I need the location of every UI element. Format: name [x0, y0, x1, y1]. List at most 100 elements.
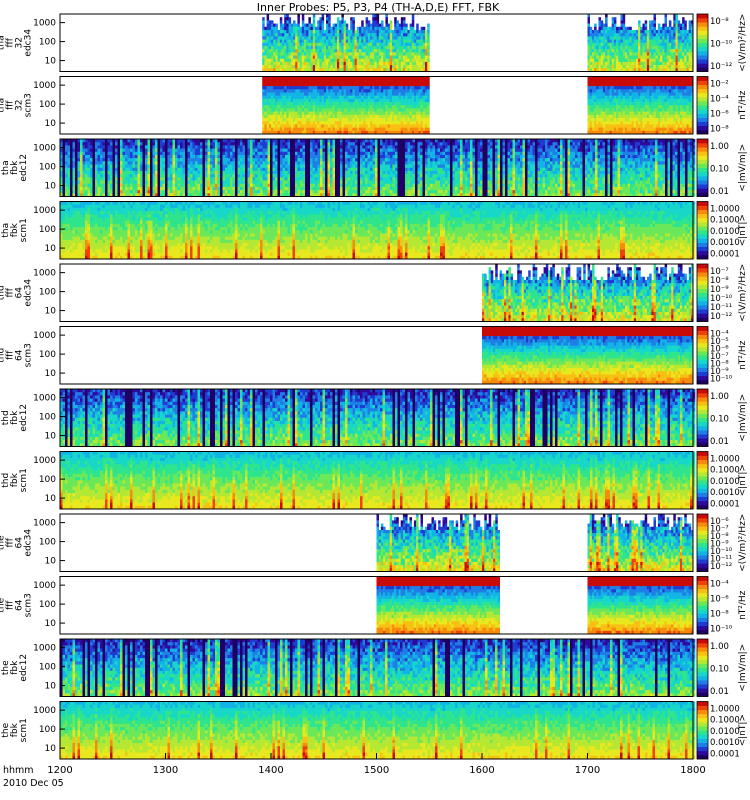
spectrogram-cell	[385, 14, 388, 17]
spectrogram-cell	[304, 65, 307, 68]
spectrogram-cell	[293, 62, 296, 65]
spectrogram-cell	[282, 36, 285, 39]
spectrogram-cell	[311, 30, 314, 33]
spectrogram-cell	[289, 33, 292, 36]
spectrogram-cell	[315, 33, 318, 36]
spectrogram-cell	[308, 46, 311, 49]
spectrogram-cell	[273, 33, 276, 36]
spectrogram-cell	[374, 56, 377, 59]
spectrogram-cell	[273, 40, 276, 43]
spectrogram-cell	[308, 30, 311, 33]
spectrogram-cell	[289, 49, 292, 52]
spectrogram-cell	[383, 49, 386, 52]
spectrogram-cell	[278, 49, 281, 52]
spectrogram-cell	[317, 33, 320, 36]
spectrogram-cell	[361, 30, 364, 33]
spectrogram-cell	[379, 52, 382, 55]
spectrogram-cell	[304, 62, 307, 65]
spectrogram-cell	[280, 36, 283, 39]
spectrogram-cell	[377, 49, 380, 52]
spectrogram-cell	[372, 49, 375, 52]
spectrogram-cell	[383, 46, 386, 49]
spectrogram-cell	[377, 52, 380, 55]
spectrogram-cell	[311, 56, 314, 59]
spectrogram-cell	[379, 27, 382, 30]
spectrogram-cell	[282, 30, 285, 33]
spectrogram-cell	[313, 24, 316, 27]
spectrogram-cell	[322, 43, 325, 46]
spectrogram-cell	[372, 46, 375, 49]
spectrogram-cell	[264, 62, 267, 65]
spectrogram-cell	[302, 46, 305, 49]
spectrogram-cell	[339, 62, 342, 65]
spectrogram-cell	[304, 49, 307, 52]
spectrogram-cell	[330, 43, 333, 46]
spectrogram-cell	[350, 17, 353, 20]
spectrogram-cell	[295, 36, 298, 39]
spectrogram-cell	[372, 36, 375, 39]
spectrogram-cell	[313, 30, 316, 33]
spectrogram-cell	[335, 52, 338, 55]
spectrogram-cell	[315, 36, 318, 39]
spectrogram-cell	[300, 36, 303, 39]
spectrogram-cell	[374, 62, 377, 65]
spectrogram-cell	[311, 24, 314, 27]
spectrogram-cell	[319, 40, 322, 43]
spectrogram-cell	[313, 17, 316, 20]
spectrogram-cell	[357, 36, 360, 39]
spectrogram-cell	[313, 49, 316, 52]
spectrogram-cell	[361, 43, 364, 46]
spectrogram-cell	[341, 52, 344, 55]
spectrogram-cell	[344, 49, 347, 52]
spectrogram-cell	[350, 20, 353, 23]
spectrogram-cell	[372, 20, 375, 23]
spectrogram-cell	[319, 36, 322, 39]
spectrogram-cell	[350, 43, 353, 46]
spectrogram-cell	[328, 40, 331, 43]
spectrogram-cell	[278, 65, 281, 68]
spectrogram-cell	[370, 24, 373, 27]
spectrogram-cell	[273, 27, 276, 30]
spectrogram-cell	[275, 49, 278, 52]
spectrogram-cell	[326, 49, 329, 52]
spectrogram-cell	[286, 20, 289, 23]
spectrogram-cell	[366, 30, 369, 33]
spectrogram-cell	[306, 59, 309, 62]
spectrogram-cell	[330, 36, 333, 39]
spectrogram-cell	[361, 40, 364, 43]
spectrogram-cell	[291, 46, 294, 49]
spectrogram-cell	[269, 33, 272, 36]
spectrogram-cell	[300, 62, 303, 65]
spectrogram-cell	[322, 36, 325, 39]
spectrogram-cell	[368, 30, 371, 33]
spectrogram-cell	[293, 43, 296, 46]
spectrogram-cell	[337, 17, 340, 20]
spectrogram-cell	[346, 27, 349, 30]
spectrogram-cell	[346, 46, 349, 49]
spectrogram-cell	[286, 56, 289, 59]
spectrogram-cell	[328, 52, 331, 55]
spectrogram-cell	[262, 59, 265, 62]
spectrogram-cell	[282, 40, 285, 43]
spectrogram-cell	[267, 24, 270, 27]
spectrogram-cell	[341, 24, 344, 27]
spectrogram-cell	[324, 33, 327, 36]
spectrogram-cell	[337, 56, 340, 59]
spectrogram-cell	[341, 27, 344, 30]
spectrogram-cell	[352, 36, 355, 39]
spectrogram-cell	[280, 27, 283, 30]
spectrogram-cell	[366, 33, 369, 36]
spectrogram-cell	[262, 56, 265, 59]
spectrogram-cell	[306, 27, 309, 30]
spectrogram-cell	[339, 24, 342, 27]
spectrogram-cell	[302, 14, 305, 17]
spectrogram-cell	[328, 20, 331, 23]
spectrogram-cell	[308, 52, 311, 55]
spectrogram-cell	[317, 36, 320, 39]
spectrogram-cell	[271, 33, 274, 36]
spectrogram-cell	[275, 40, 278, 43]
spectrogram-cell	[381, 20, 384, 23]
spectrogram-cell	[289, 27, 292, 30]
spectrogram-cell	[374, 27, 377, 30]
spectrogram-cell	[278, 43, 281, 46]
